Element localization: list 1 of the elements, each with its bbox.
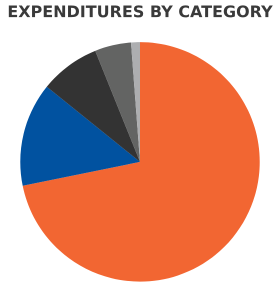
chart-title: EXPENDITURES BY CATEGORY — [8, 5, 273, 18]
